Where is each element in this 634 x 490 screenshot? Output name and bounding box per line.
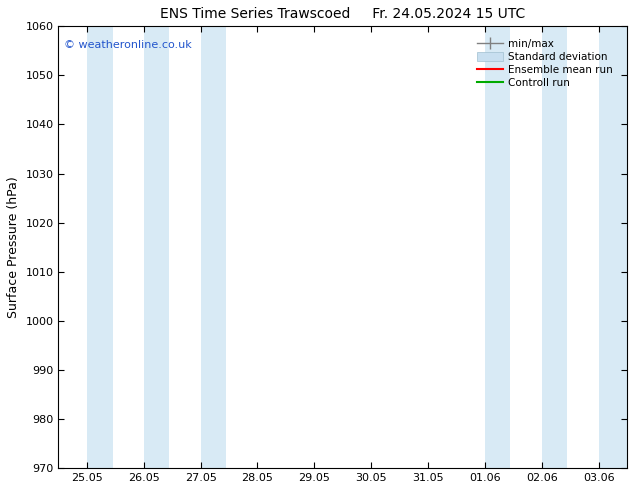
Bar [598,26,627,468]
Y-axis label: Surface Pressure (hPa): Surface Pressure (hPa) [7,176,20,318]
Bar [87,26,112,468]
Bar [200,26,226,468]
Text: © weatheronline.co.uk: © weatheronline.co.uk [64,40,192,49]
Title: ENS Time Series Trawscoed     Fr. 24.05.2024 15 UTC: ENS Time Series Trawscoed Fr. 24.05.2024… [160,7,526,21]
Legend: min/max, Standard deviation, Ensemble mean run, Controll run: min/max, Standard deviation, Ensemble me… [474,36,616,91]
Bar [144,26,169,468]
Bar [542,26,567,468]
Bar [485,26,510,468]
